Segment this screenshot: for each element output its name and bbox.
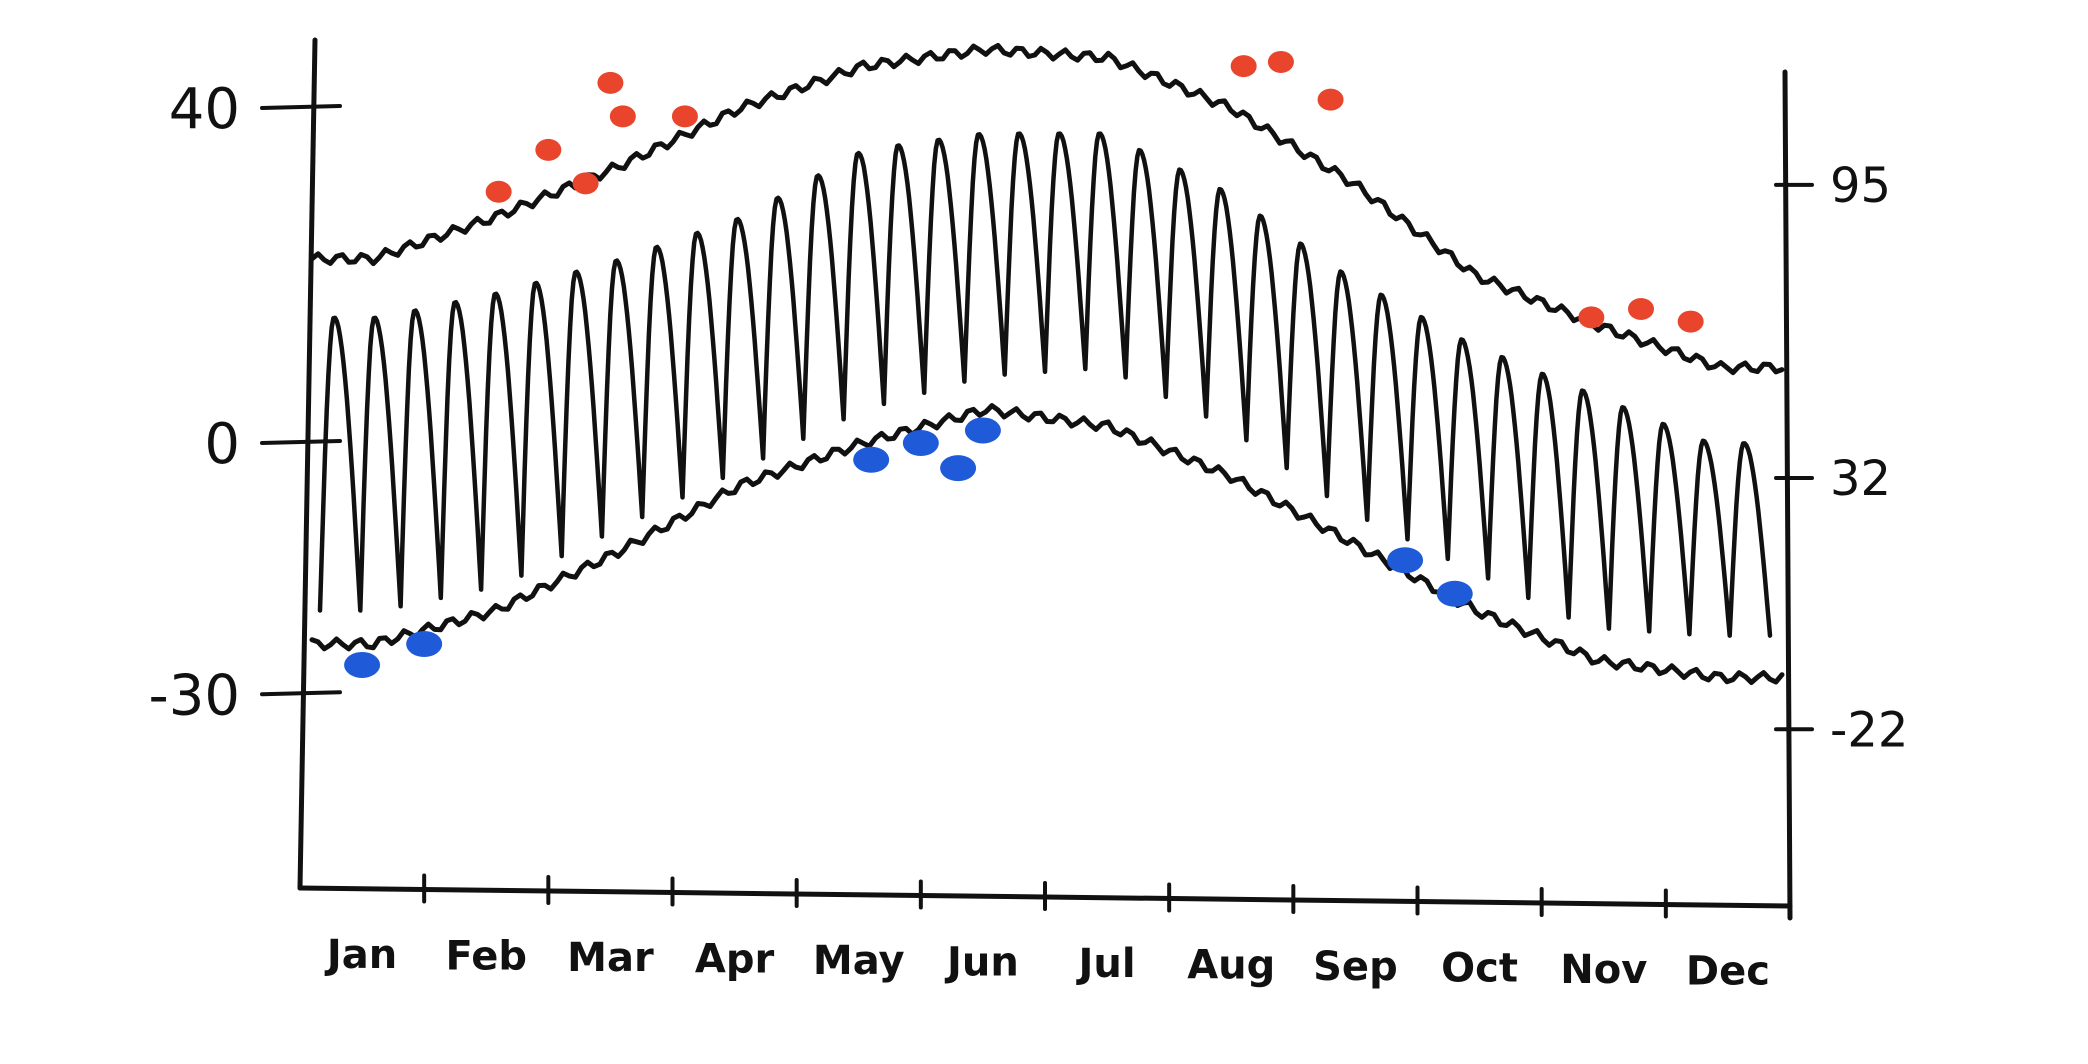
y-tick-label: 40 [169, 77, 240, 142]
y2-tick-label: 32 [1830, 451, 1891, 507]
record-low-point [940, 455, 977, 482]
right-axis-line [1782, 69, 1793, 921]
record-high-point [597, 71, 624, 94]
record-low-point [902, 430, 939, 456]
record-high-point [535, 138, 562, 161]
y-tick [260, 439, 342, 445]
x-tick-label: Mar [567, 935, 654, 981]
record-low-point [1436, 580, 1473, 607]
x-tick-label: Aug [1187, 943, 1275, 989]
record-high-point [1578, 306, 1605, 329]
y-tick [260, 690, 342, 697]
record-low-point [964, 417, 1001, 444]
y-tick [260, 104, 342, 110]
x-tick-label: Sep [1313, 944, 1398, 990]
record-high-point [671, 105, 698, 128]
record-low-point [1387, 547, 1424, 574]
x-tick-label: Jan [324, 932, 397, 978]
x-tick-label: Apr [695, 937, 775, 983]
record-high-point [1677, 310, 1704, 333]
y-tick-label: 0 [204, 412, 240, 477]
daily-range [317, 131, 1773, 638]
envelopes [309, 43, 1785, 685]
x-tick-label: Feb [446, 934, 527, 980]
record-low-point [406, 631, 443, 657]
record-high-point [1317, 88, 1344, 111]
x-tick-label: Dec [1686, 949, 1770, 995]
record-high-point [572, 172, 599, 195]
record-high-point [1628, 298, 1654, 320]
x-tick-label: Jul [1076, 941, 1136, 987]
y2-tick-label: -22 [1830, 702, 1908, 758]
tick-labels: 40 0 -30 95 32 -22 Jan Feb Mar Apr May Jun Jul Aug Sep… [149, 77, 1909, 995]
record-high-point [1230, 55, 1257, 78]
record-low-point [344, 651, 381, 678]
record-high-point [1267, 50, 1294, 73]
y2-tick-label: 95 [1830, 158, 1891, 214]
record-points [344, 50, 1704, 678]
x-tick-label: Oct [1441, 946, 1518, 992]
x-tick-label: Jun [944, 940, 1019, 986]
left-axis-line [297, 37, 318, 891]
x-tick-label: Nov [1560, 947, 1647, 993]
axes [260, 37, 1814, 921]
record-high-point [609, 105, 636, 128]
x-tick-label: May [813, 938, 905, 984]
record-low-point [853, 446, 890, 473]
y-tick-label: -30 [149, 663, 240, 728]
record-low-envelope [309, 403, 1785, 685]
record-high-envelope [309, 43, 1785, 376]
daily-temperature-line [317, 131, 1773, 638]
record-high-point [485, 180, 512, 203]
